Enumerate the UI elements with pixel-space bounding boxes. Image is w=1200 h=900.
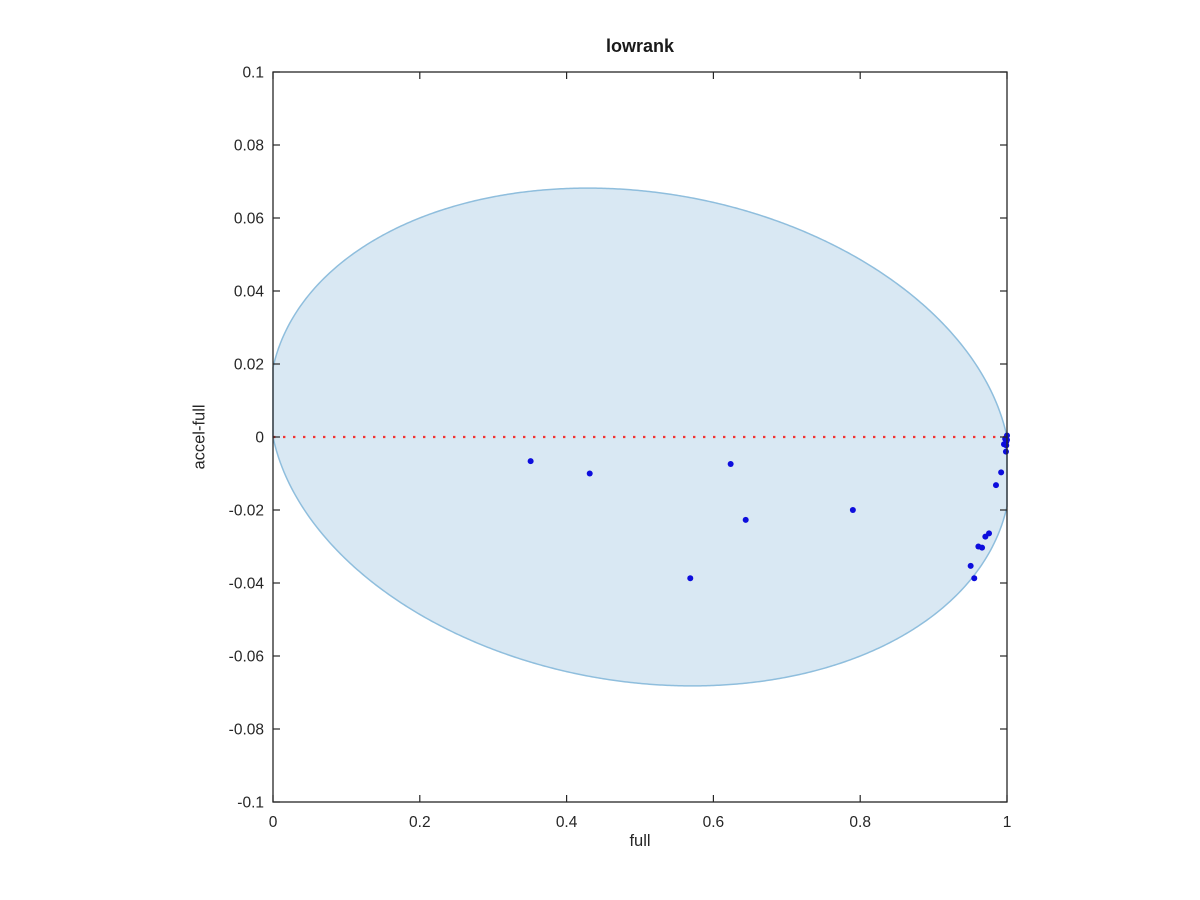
scatter-point [986, 530, 993, 537]
y-tick-label: -0.02 [229, 503, 264, 520]
scatter-point [586, 470, 593, 477]
x-tick-label: 0.8 [849, 814, 871, 831]
x-axis-label: full [629, 832, 651, 850]
y-tick-label: -0.08 [229, 722, 264, 739]
scatter-point [979, 544, 986, 551]
chart-title: lowrank [605, 36, 675, 56]
y-tick-label: 0.1 [242, 65, 264, 82]
y-tick-label: 0.06 [234, 211, 264, 228]
x-tick-label: 1 [1003, 814, 1012, 831]
scatter-point [998, 469, 1005, 476]
y-tick-label: -0.06 [229, 649, 264, 666]
scatter-point [967, 562, 974, 569]
scatter-point [742, 516, 749, 523]
x-tick-label: 0.4 [556, 814, 578, 831]
scatter-point [727, 461, 734, 468]
y-tick-label: -0.1 [237, 795, 264, 812]
x-tick-label: 0.2 [409, 814, 431, 831]
x-tick-label: 0.6 [703, 814, 725, 831]
scatter-point [1002, 448, 1009, 455]
y-tick-label: 0 [255, 430, 264, 447]
scatter-point [527, 458, 534, 465]
x-tick-label: 0 [269, 814, 278, 831]
y-tick-label: 0.04 [234, 284, 265, 301]
scatter-point [849, 507, 856, 513]
scatter-point [971, 575, 978, 582]
y-tick-label: 0.02 [234, 357, 264, 374]
y-tick-label: -0.04 [229, 576, 265, 593]
scatter-point [992, 482, 999, 489]
y-tick-label: 0.08 [234, 138, 264, 155]
scatter-point [687, 575, 694, 582]
